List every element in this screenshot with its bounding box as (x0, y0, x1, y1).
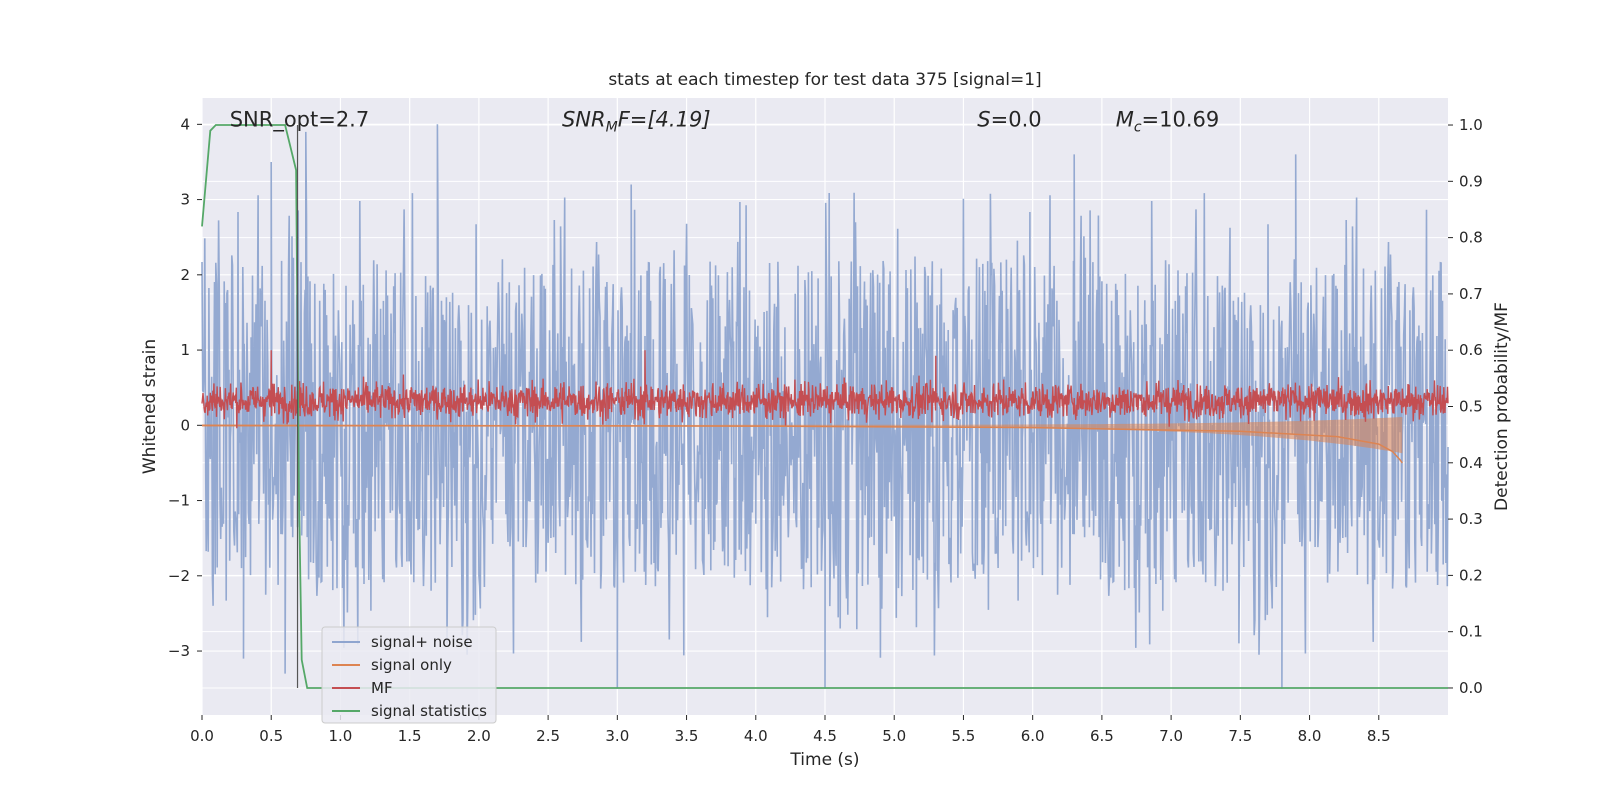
x-tick-label-14: 7.0 (1159, 727, 1183, 745)
x-tick-label-13: 6.5 (1090, 727, 1114, 745)
annotation-mc: Mc=10.69 (1116, 107, 1220, 135)
legend-box (321, 626, 497, 724)
x-tick-label-11: 5.5 (952, 727, 976, 745)
snr-mf-value: F=[4.19] (618, 107, 711, 131)
yl-tick-label-7: −3 (168, 642, 190, 660)
x-tick-label-12: 6.0 (1021, 727, 1045, 745)
yr-tick-label-4: 0.6 (1459, 341, 1483, 359)
yl-tick-label-5: −1 (168, 492, 190, 510)
axis-ticks: 0.0 0.5 1.0 1.5 2.0 2.5 3.0 3.5 4.0 4.5 5.0 5.5 6.0 6… (168, 115, 1483, 745)
yl-tick-label-2: 2 (180, 266, 190, 284)
x-tick-label-5: 2.5 (536, 727, 560, 745)
annotation-snr-opt: SNR_opt=2.7 (230, 107, 370, 132)
mc-subscript: c (1134, 119, 1142, 135)
x-tick-label-7: 3.5 (675, 727, 699, 745)
x-tick-label-15: 7.5 (1228, 727, 1252, 745)
x-tick-label-8: 4.0 (744, 727, 768, 745)
mc-symbol: M (1116, 107, 1134, 131)
y-axis-label-right: Detection probability/MF (1492, 302, 1512, 511)
yl-tick-label-3: 1 (180, 341, 190, 359)
yl-tick-label-0: 4 (180, 115, 190, 133)
yr-tick-label-3: 0.7 (1459, 285, 1483, 303)
x-tick-label-17: 8.5 (1367, 727, 1391, 745)
signal-noise-line (201, 124, 1449, 689)
series-signal-statistics (201, 124, 1448, 689)
yr-tick-label-10: 0.0 (1459, 679, 1483, 697)
series-signal-noise (201, 124, 1449, 689)
x-tick-label-1: 0.5 (259, 727, 283, 745)
yl-tick-label-4: 0 (180, 416, 190, 434)
x-tick-label-4: 2.0 (467, 727, 491, 745)
signal-only-line (201, 424, 1403, 464)
s-value: =0.0 (991, 107, 1042, 131)
x-axis-label: Time (s) (789, 750, 859, 770)
x-tick-label-10: 5.0 (882, 727, 906, 745)
snr-mf-subscript: M (606, 119, 618, 135)
x-tick-label-16: 8.0 (1298, 727, 1322, 745)
snr-mf-symbol: SNR (562, 107, 606, 131)
yl-tick-label-1: 3 (180, 191, 190, 209)
yr-tick-label-6: 0.4 (1459, 454, 1483, 472)
yr-tick-label-5: 0.5 (1459, 398, 1483, 416)
annotation-s: S=0.0 (977, 107, 1041, 131)
signal-statistics-line (201, 124, 1448, 689)
mc-value: =10.69 (1142, 107, 1220, 131)
yr-tick-label-9: 0.1 (1459, 623, 1483, 641)
x-tick-label-2: 1.0 (329, 727, 353, 745)
yl-tick-label-6: −2 (168, 567, 190, 585)
y-axis-label-left: Whitened strain (140, 339, 160, 474)
yr-tick-label-7: 0.3 (1459, 510, 1483, 528)
yr-tick-label-2: 0.8 (1459, 229, 1483, 247)
legend-label-signal-only: signal only (371, 656, 452, 674)
mf-line (201, 350, 1449, 429)
annotation-snr-mf: SNRMF=[4.19] (562, 107, 711, 135)
x-tick-label-3: 1.5 (398, 727, 422, 745)
legend-label-signal-statistics: signal statistics (371, 702, 487, 720)
yr-tick-label-8: 0.2 (1459, 566, 1483, 584)
series-mf (201, 350, 1449, 429)
legend-label-mf: MF (371, 679, 393, 697)
x-tick-label-9: 4.5 (813, 727, 837, 745)
chart-title: stats at each timestep for test data 375… (608, 70, 1041, 90)
yr-tick-label-1: 0.9 (1459, 172, 1483, 190)
s-symbol: S (977, 107, 990, 131)
legend-label-signal-noise: signal+ noise (371, 633, 473, 651)
series-signal-only (201, 417, 1403, 464)
yr-tick-label-0: 1.0 (1459, 116, 1483, 134)
legend: signal+ noise signal only MF signal stat… (321, 626, 497, 724)
x-tick-label-0: 0.0 (190, 727, 214, 745)
x-tick-label-6: 3.0 (605, 727, 629, 745)
